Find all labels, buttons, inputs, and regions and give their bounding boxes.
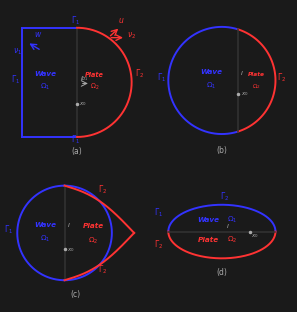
- Text: $\Gamma_2$: $\Gamma_2$: [220, 190, 229, 203]
- Text: Wave: Wave: [198, 217, 219, 223]
- Text: $I$: $I$: [80, 74, 83, 82]
- Text: $w$: $w$: [34, 30, 43, 38]
- Text: $x_0$: $x_0$: [79, 100, 87, 108]
- Text: $\Omega_1$: $\Omega_1$: [40, 234, 50, 245]
- Text: (b): (b): [217, 146, 227, 155]
- Text: $I$: $I$: [67, 222, 70, 229]
- Text: $\Gamma_1$: $\Gamma_1$: [11, 73, 20, 86]
- Text: $b_1$: $b_1$: [81, 74, 88, 83]
- Text: $\Omega_1$: $\Omega_1$: [228, 215, 238, 225]
- Text: $\Omega_1$: $\Omega_1$: [206, 81, 216, 91]
- Text: $\Gamma_2$: $\Gamma_2$: [154, 239, 163, 251]
- Text: $\Omega_2$: $\Omega_2$: [252, 82, 261, 91]
- Text: $I$: $I$: [226, 222, 230, 230]
- Text: $x_0$: $x_0$: [251, 232, 259, 240]
- Text: $I$: $I$: [240, 69, 244, 77]
- Text: Plate: Plate: [85, 72, 104, 78]
- Text: Wave: Wave: [200, 69, 222, 75]
- Text: Plate: Plate: [248, 72, 265, 77]
- Text: Plate: Plate: [198, 237, 219, 243]
- Text: $\Gamma_1$: $\Gamma_1$: [71, 14, 80, 27]
- Text: $\Gamma_1$: $\Gamma_1$: [71, 134, 80, 146]
- Text: $\Omega_2$: $\Omega_2$: [89, 236, 99, 246]
- Text: $\nu_1$: $\nu_1$: [13, 47, 22, 57]
- Text: $\Gamma_1$: $\Gamma_1$: [154, 207, 163, 219]
- Text: $x_0$: $x_0$: [241, 90, 248, 98]
- Text: Plate: Plate: [83, 223, 104, 230]
- Text: (c): (c): [71, 290, 81, 299]
- Text: (d): (d): [217, 269, 227, 277]
- Text: $u$: $u$: [118, 17, 125, 26]
- Text: $\Gamma_2$: $\Gamma_2$: [135, 68, 145, 80]
- Text: $\Gamma_2$: $\Gamma_2$: [277, 71, 287, 84]
- Text: $\Omega_2$: $\Omega_2$: [228, 235, 238, 246]
- Text: Wave: Wave: [34, 71, 56, 77]
- Text: (a): (a): [72, 148, 83, 156]
- Text: Wave: Wave: [34, 222, 56, 228]
- Text: $\Gamma_2$: $\Gamma_2$: [98, 264, 107, 276]
- Text: $\Omega_1$: $\Omega_1$: [40, 82, 50, 92]
- Text: $\Gamma_1$: $\Gamma_1$: [4, 224, 14, 236]
- Text: $\Omega_2$: $\Omega_2$: [90, 82, 99, 92]
- Text: $\Gamma_1$: $\Gamma_1$: [157, 71, 166, 84]
- Text: $\Gamma_2$: $\Gamma_2$: [98, 184, 107, 196]
- Text: $\nu_2$: $\nu_2$: [127, 31, 136, 41]
- Text: $x_0$: $x_0$: [67, 246, 75, 254]
